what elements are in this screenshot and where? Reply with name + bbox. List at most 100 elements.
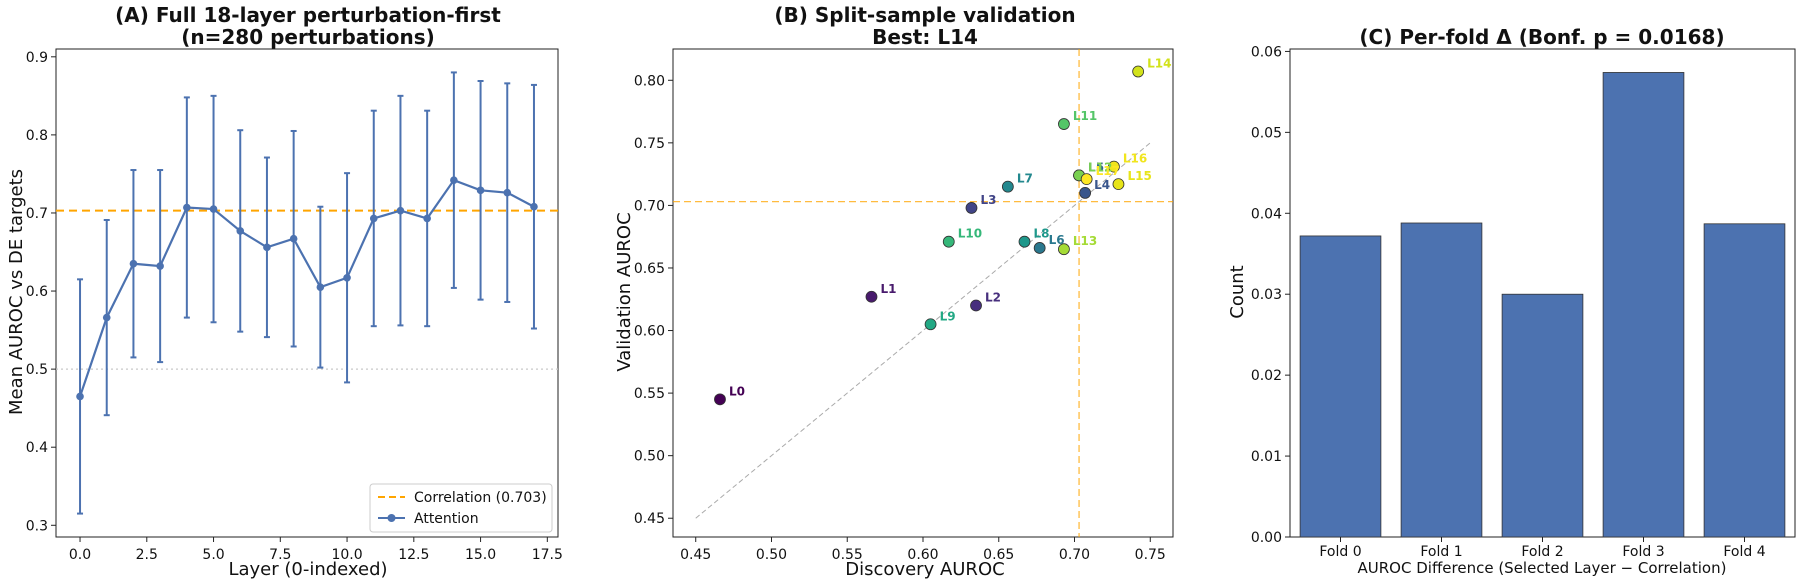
attention-series-line bbox=[78, 178, 535, 397]
point-l13 bbox=[1058, 243, 1070, 256]
attention-point bbox=[263, 243, 271, 252]
panel-a-attention-by-layer: (A) Full 18-layer perturbation-first (n=… bbox=[6, 3, 563, 580]
panel-a-plot-area: 0.3 0.4 0.5 0.6 0.7 0.8 0.9 0.0 2.5 5.0 7.5 10.0 12.… bbox=[26, 48, 563, 563]
plot-frame bbox=[55, 48, 559, 538]
point-label-l10: L10 bbox=[958, 227, 982, 241]
point-l11 bbox=[1058, 118, 1070, 130]
y-tick-label: 0.80 bbox=[634, 73, 665, 89]
x-tick-label: 0.45 bbox=[680, 547, 711, 563]
panel-c-y-axis-label: Count bbox=[1227, 265, 1248, 318]
panel-c-per-fold-delta: (C) Per-fold Δ (Bonf. p = 0.0168) 0.000.… bbox=[1227, 25, 1796, 577]
x-tick-label: Fold 4 bbox=[1723, 544, 1765, 560]
point-l9 bbox=[924, 318, 937, 331]
y-tick-label: 0.00 bbox=[1251, 530, 1282, 546]
x-tick-label: 0.75 bbox=[1135, 547, 1166, 563]
point-label-l5: L5 bbox=[1088, 160, 1104, 174]
x-tick-label: Fold 0 bbox=[1319, 544, 1361, 560]
x-tick-label: 0.0 bbox=[69, 547, 91, 563]
attention-point bbox=[369, 214, 378, 223]
point-label-l4: L4 bbox=[1094, 178, 1110, 192]
panel-c-plot-area: 0.00 0.01 0.02 0.03 0.04 0.05 0.06 Fold 0 Fold 1… bbox=[1251, 44, 1796, 560]
point-l6 bbox=[1033, 242, 1046, 254]
legend-correlation-label: Correlation (0.703) bbox=[414, 490, 547, 506]
y-tick-label: 0.60 bbox=[634, 324, 665, 340]
x-tick-label: 17.5 bbox=[532, 547, 563, 563]
x-tick-label: 0.60 bbox=[907, 547, 938, 563]
x-tick-label: 7.5 bbox=[269, 547, 291, 563]
point-label-l16: L16 bbox=[1123, 152, 1147, 166]
y-tick-label: 0.9 bbox=[26, 50, 48, 66]
point-label-l8: L8 bbox=[1034, 227, 1050, 241]
point-label-l9: L9 bbox=[940, 309, 956, 323]
point-label-l1: L1 bbox=[880, 282, 896, 296]
point-label-l17: L17 bbox=[1096, 164, 1120, 178]
point-l10 bbox=[942, 235, 955, 248]
panel-a-x-axis-label: Layer (0-indexed) bbox=[228, 559, 387, 580]
x-tick-label: Fold 2 bbox=[1521, 544, 1563, 560]
attention-point bbox=[76, 392, 84, 401]
y-tick-label: 0.04 bbox=[1251, 206, 1282, 222]
x-tick-label: 0.65 bbox=[983, 547, 1014, 563]
x-tick-label: 10.0 bbox=[331, 547, 362, 563]
y-tick-label: 0.45 bbox=[634, 511, 665, 527]
point-label-l15: L15 bbox=[1127, 169, 1151, 183]
point-label-l7: L7 bbox=[1017, 172, 1033, 186]
y-tick-label: 0.4 bbox=[26, 440, 48, 456]
legend-attention-swatch-marker bbox=[387, 514, 396, 522]
panel-c-x-axis-label: AUROC Difference (Selected Layer − Corre… bbox=[1358, 559, 1727, 577]
y-tick-label: 0.65 bbox=[634, 261, 665, 277]
attention-point bbox=[129, 259, 138, 268]
x-tick-label: 15.0 bbox=[465, 547, 496, 563]
legend-frame bbox=[369, 483, 553, 533]
y-tick-label: 0.06 bbox=[1251, 44, 1282, 60]
attention-point bbox=[316, 283, 325, 291]
legend-attention-label: Attention bbox=[414, 511, 479, 527]
y-tick-label: 0.6 bbox=[26, 284, 48, 300]
point-l1 bbox=[865, 290, 878, 303]
point-l2 bbox=[970, 299, 982, 312]
x-tick-label: 0.70 bbox=[1059, 547, 1090, 563]
point-label-l12: L12 bbox=[1088, 160, 1112, 174]
point-l15 bbox=[1112, 178, 1125, 191]
point-l0 bbox=[714, 393, 726, 406]
y-tick-label: 0.50 bbox=[634, 449, 665, 465]
point-label-l11: L11 bbox=[1073, 109, 1097, 123]
panel-a-legend: Correlation (0.703) Attention bbox=[369, 483, 553, 533]
bar-fold-1 bbox=[1400, 222, 1483, 538]
y-tick-label: 0.01 bbox=[1251, 449, 1282, 465]
bar-fold-2 bbox=[1501, 293, 1584, 538]
point-l4 bbox=[1079, 186, 1092, 199]
attention-point bbox=[236, 227, 245, 235]
panel-b-x-axis-label: Discovery AUROC bbox=[845, 559, 1004, 580]
y-tick-label: 0.55 bbox=[634, 386, 665, 402]
panel-a-y-axis-label: Mean AUROC vs DE targets bbox=[6, 169, 27, 415]
y-tick-label: 0.03 bbox=[1251, 287, 1282, 303]
point-label-l14: L14 bbox=[1147, 57, 1171, 71]
y-tick-label: 0.02 bbox=[1251, 368, 1282, 384]
panel-b-y-axis-label: Validation AUROC bbox=[614, 212, 635, 371]
attention-point bbox=[102, 313, 111, 322]
panel-b-plot-area: 0.45 0.50 0.55 0.60 0.65 0.70 0.75 0.80 0.45 0.50… bbox=[634, 48, 1174, 563]
identity-diagonal-line bbox=[695, 142, 1151, 519]
point-l3 bbox=[965, 202, 978, 214]
x-tick-label: 0.55 bbox=[832, 547, 863, 563]
point-l17 bbox=[1080, 173, 1093, 186]
point-l8 bbox=[1018, 235, 1031, 248]
x-tick-label: 2.5 bbox=[136, 547, 158, 563]
attention-point bbox=[530, 202, 538, 211]
attention-point bbox=[476, 186, 485, 195]
attention-point bbox=[343, 273, 351, 282]
panel-c-title: (C) Per-fold Δ (Bonf. p = 0.0168) bbox=[1359, 25, 1724, 49]
point-label-l13: L13 bbox=[1073, 234, 1097, 248]
point-label-l6: L6 bbox=[1049, 233, 1065, 247]
attention-point bbox=[289, 234, 298, 243]
point-label-l0: L0 bbox=[729, 384, 745, 398]
x-tick-label: 5.0 bbox=[202, 547, 224, 563]
y-tick-label: 0.70 bbox=[634, 198, 665, 214]
y-tick-label: 0.05 bbox=[1251, 125, 1282, 141]
panel-b-title-line-1: (B) Split-sample validation bbox=[774, 3, 1075, 27]
attention-point bbox=[423, 214, 431, 223]
bar-fold-4 bbox=[1703, 223, 1786, 538]
x-tick-label: Fold 1 bbox=[1420, 544, 1462, 560]
